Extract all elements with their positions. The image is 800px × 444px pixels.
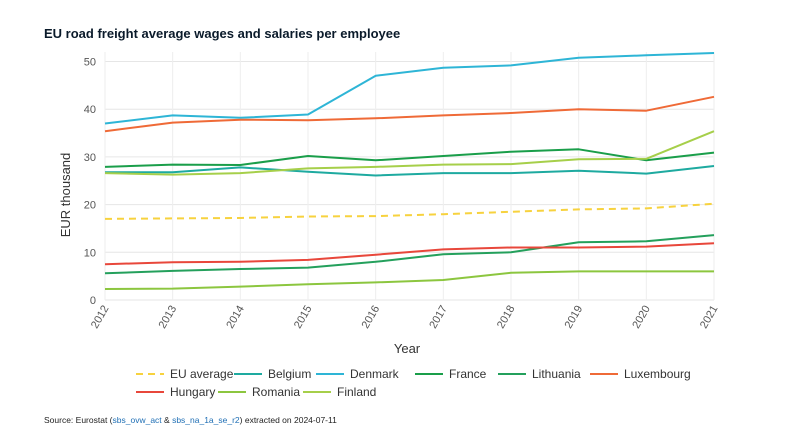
series-line-finland <box>104 130 715 176</box>
y-tick-label: 10 <box>84 247 96 259</box>
series-line-romania <box>104 270 714 290</box>
x-axis-ticks: 2012 2013 2014 2015 2016 2017 2018 2019 2020 2021 <box>89 304 721 331</box>
legend-item: Belgium <box>234 367 311 381</box>
x-tick-label: 2020 <box>630 304 653 331</box>
x-tick-label: 2021 <box>698 304 721 331</box>
series-line-belgium <box>105 165 715 177</box>
y-axis-ticks: 0 10 20 30 40 50 <box>84 57 96 307</box>
x-tick-label: 2016 <box>360 304 383 331</box>
series-line-eu-average <box>104 202 715 220</box>
source-suffix: ) extracted on 2024-07-11 <box>239 415 337 425</box>
series-line-denmark <box>104 52 715 125</box>
legend-label: France <box>449 367 487 381</box>
source-link-2[interactable]: sbs_na_1a_se_r2 <box>172 415 240 425</box>
y-axis-title: EUR thousand <box>58 153 73 238</box>
legend-item: EU average <box>136 367 234 381</box>
legend-item: Hungary <box>136 385 215 399</box>
y-tick-label: 0 <box>90 295 96 307</box>
x-tick-label: 2015 <box>292 304 315 331</box>
chart-title: EU road freight average wages and salari… <box>44 26 401 41</box>
legend-label: Finland <box>337 385 376 399</box>
legend-label: Romania <box>252 385 300 399</box>
y-tick-label: 40 <box>84 104 96 116</box>
series-line-lithuania <box>104 234 715 275</box>
x-tick-label: 2018 <box>495 304 518 331</box>
x-tick-label: 2013 <box>157 304 180 331</box>
legend-item: Finland <box>303 385 376 399</box>
source-note: Source: Eurostat (sbs_ovw_act & sbs_na_1… <box>44 415 337 425</box>
legend-label: Hungary <box>170 385 215 399</box>
x-tick-label: 2014 <box>224 304 247 331</box>
legend-item: Luxembourg <box>590 367 691 381</box>
source-amp: & <box>161 415 173 425</box>
legend-label: Denmark <box>350 367 400 381</box>
x-tick-label: 2012 <box>89 304 112 331</box>
legend-item: Lithuania <box>498 367 581 381</box>
source-prefix: Source: Eurostat ( <box>44 415 113 425</box>
x-tick-label: 2019 <box>563 304 586 331</box>
series-line-hungary <box>104 242 715 266</box>
legend-label: Belgium <box>268 367 311 381</box>
x-axis-title: Year <box>394 341 421 356</box>
series-lines <box>104 52 715 290</box>
legend: EU average Belgium Denmark France Lithuania L… <box>136 367 691 399</box>
legend-item: France <box>415 367 487 381</box>
series-line-luxembourg <box>104 95 715 133</box>
legend-item: Romania <box>218 385 300 399</box>
legend-item: Denmark <box>316 367 400 381</box>
y-tick-label: 30 <box>84 152 96 164</box>
y-tick-label: 50 <box>84 57 96 69</box>
source-link-1[interactable]: sbs_ovw_act <box>112 415 162 425</box>
grid-lines <box>104 52 715 301</box>
legend-label: Luxembourg <box>624 367 691 381</box>
legend-label: EU average <box>170 367 234 381</box>
x-tick-label: 2017 <box>427 304 450 331</box>
series-line-france <box>104 148 715 168</box>
y-tick-label: 20 <box>84 200 96 212</box>
legend-label: Lithuania <box>532 367 581 381</box>
